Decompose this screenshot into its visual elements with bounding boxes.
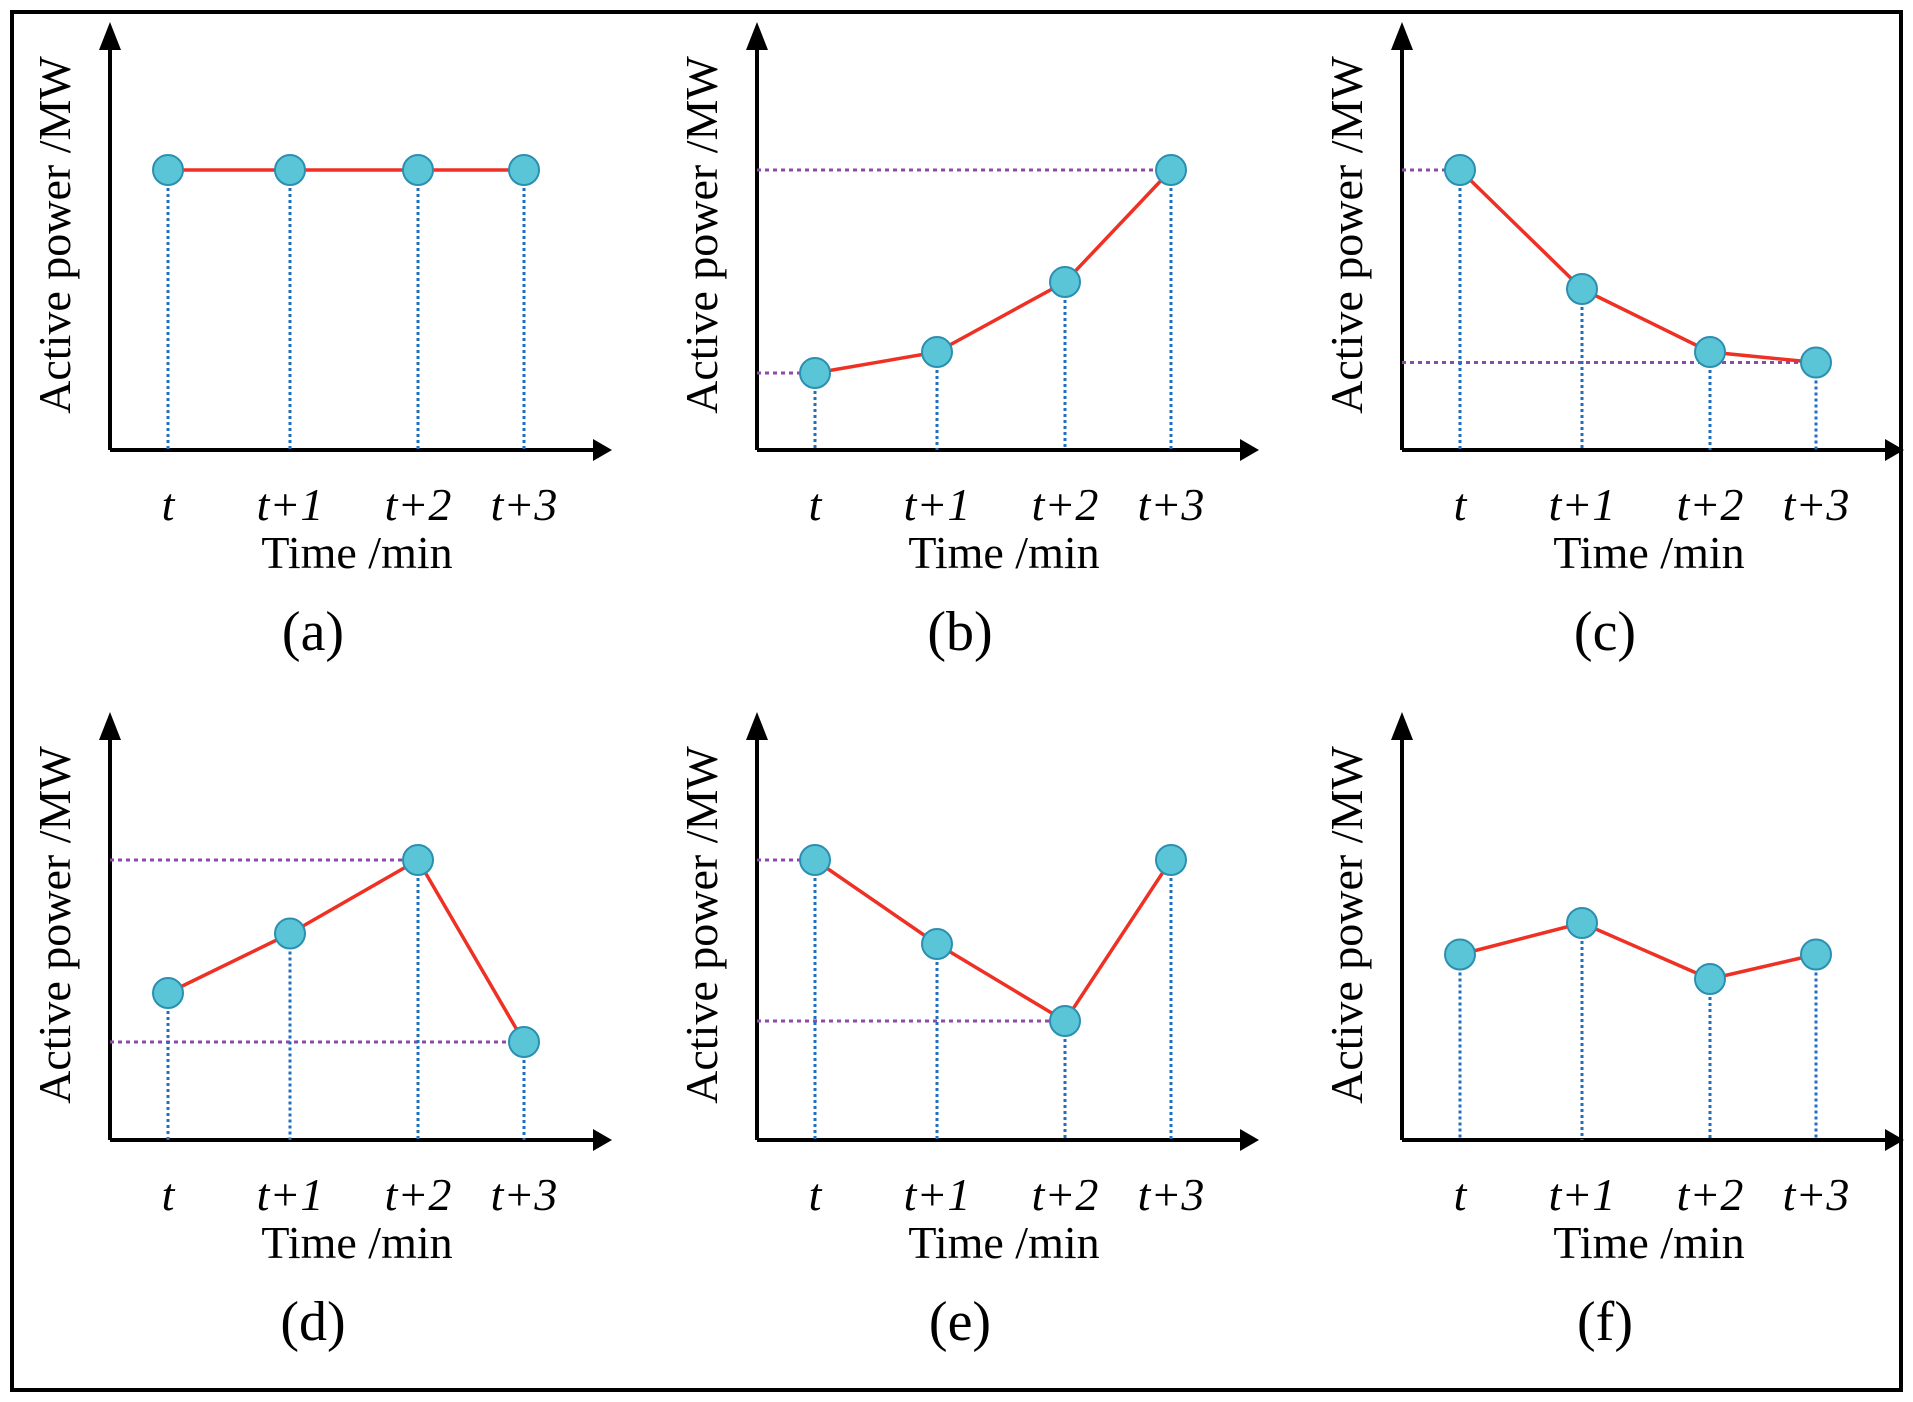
x-tick-label: t+1: [1549, 1169, 1616, 1220]
data-point-2: [1566, 907, 1598, 939]
y-axis-arrow: [1391, 712, 1413, 740]
x-tick-label: t: [809, 479, 823, 530]
x-axis-arrow: [1885, 439, 1904, 461]
x-tick-label: t+2: [1032, 1169, 1099, 1220]
x-tick-label: t+1: [904, 1169, 971, 1220]
panel-label: (d): [280, 1291, 345, 1353]
y-axis-title: Active power /MW: [29, 56, 80, 414]
x-axis-title: Time /min: [261, 1217, 452, 1268]
y-axis-title: Active power /MW: [1321, 746, 1372, 1104]
x-tick-label: t+3: [1783, 1169, 1850, 1220]
data-point-2: [1566, 273, 1598, 305]
x-tick-label: t+2: [1032, 479, 1099, 530]
y-axis-arrow: [1391, 22, 1413, 50]
x-tick-label: t+3: [491, 1169, 558, 1220]
y-axis-arrow: [746, 22, 768, 50]
y-axis-title: Active power /MW: [676, 56, 727, 414]
y-axis-arrow: [746, 712, 768, 740]
data-point-4: [508, 154, 540, 186]
series-line: [1459, 921, 1817, 981]
data-point-2: [921, 928, 953, 960]
x-axis-arrow: [1240, 439, 1259, 461]
panel-label: (e): [929, 1291, 991, 1353]
data-point-3: [402, 154, 434, 186]
y-axis-title: Active power /MW: [1321, 56, 1372, 414]
x-tick-label: t+1: [257, 1169, 324, 1220]
y-axis-arrow: [99, 712, 121, 740]
chart-panel-b: t t+1 t+2 t+3 Time /min Active power /MW (b): [676, 22, 1259, 663]
data-point-3: [1694, 336, 1726, 368]
x-axis-arrow: [1240, 1129, 1259, 1151]
x-tick-label: t+3: [1138, 479, 1205, 530]
x-tick-label: t+2: [1677, 479, 1744, 530]
panel-label: (b): [927, 601, 992, 663]
x-axis-title: Time /min: [1553, 527, 1744, 578]
x-axis-arrow: [593, 1129, 612, 1151]
x-tick-label: t+3: [1138, 1169, 1205, 1220]
x-tick-label: t: [809, 1169, 823, 1220]
data-point-2: [921, 336, 953, 368]
y-axis-title: Active power /MW: [676, 746, 727, 1104]
chart-panel-d: t t+1 t+2 t+3 Time /min Active power /MW (d): [29, 712, 612, 1353]
series-line: [167, 857, 526, 1043]
data-point-4: [508, 1026, 540, 1058]
x-tick-label: t+1: [904, 479, 971, 530]
chart-panel-a: t t+1 t+2 t+3 Time /min Active power /MW (a): [29, 22, 612, 663]
figure-frame: [10, 10, 1903, 1392]
x-tick-label: t+2: [1677, 1169, 1744, 1220]
x-tick-label: t: [1454, 479, 1468, 530]
x-tick-label: t+1: [1549, 479, 1616, 530]
data-point-2: [274, 917, 306, 950]
x-axis-title: Time /min: [908, 1217, 1099, 1268]
x-tick-label: t: [1454, 1169, 1468, 1220]
data-point-1: [799, 844, 831, 876]
chart-panel-c: t t+1 t+2 t+3 Time /min Active power /MW (c): [1321, 22, 1904, 663]
data-point-3: [1049, 266, 1081, 298]
data-point-3: [402, 844, 434, 876]
y-axis-title: Active power /MW: [29, 746, 80, 1104]
data-point-4: [1800, 938, 1832, 971]
x-tick-label: t+2: [385, 479, 452, 530]
x-axis-arrow: [1885, 1129, 1904, 1151]
data-point-1: [1444, 938, 1476, 971]
chart-panel-f: t t+1 t+2 t+3 Time /min Active power /MW (f): [1321, 712, 1904, 1353]
data-point-3: [1694, 963, 1726, 995]
x-tick-label: t+2: [385, 1169, 452, 1220]
y-axis-arrow: [99, 22, 121, 50]
x-axis-arrow: [593, 439, 612, 461]
data-point-3: [1049, 1005, 1081, 1037]
series-line: [1458, 168, 1817, 365]
chart-panel-e: t t+1 t+2 t+3 Time /min Active power /MW (e): [676, 712, 1259, 1353]
data-point-1: [1444, 154, 1476, 186]
data-point-2: [274, 154, 306, 186]
data-point-1: [152, 977, 184, 1009]
panel-label: (a): [282, 601, 344, 663]
x-axis-title: Time /min: [261, 527, 452, 578]
data-point-4: [1800, 346, 1832, 379]
data-point-4: [1155, 844, 1187, 876]
x-tick-label: t: [162, 1169, 176, 1220]
data-point-4: [1155, 154, 1187, 186]
x-tick-label: t: [162, 479, 176, 530]
x-axis-title: Time /min: [1553, 1217, 1744, 1268]
x-tick-label: t+3: [1783, 479, 1850, 530]
x-tick-label: t+3: [491, 479, 558, 530]
data-point-1: [799, 357, 831, 389]
data-point-1: [152, 154, 184, 186]
panel-label: (f): [1577, 1291, 1633, 1353]
x-tick-label: t+1: [257, 479, 324, 530]
panel-label: (c): [1574, 601, 1636, 663]
series-line: [814, 858, 1173, 1024]
x-axis-title: Time /min: [908, 527, 1099, 578]
series-line: [814, 168, 1173, 375]
